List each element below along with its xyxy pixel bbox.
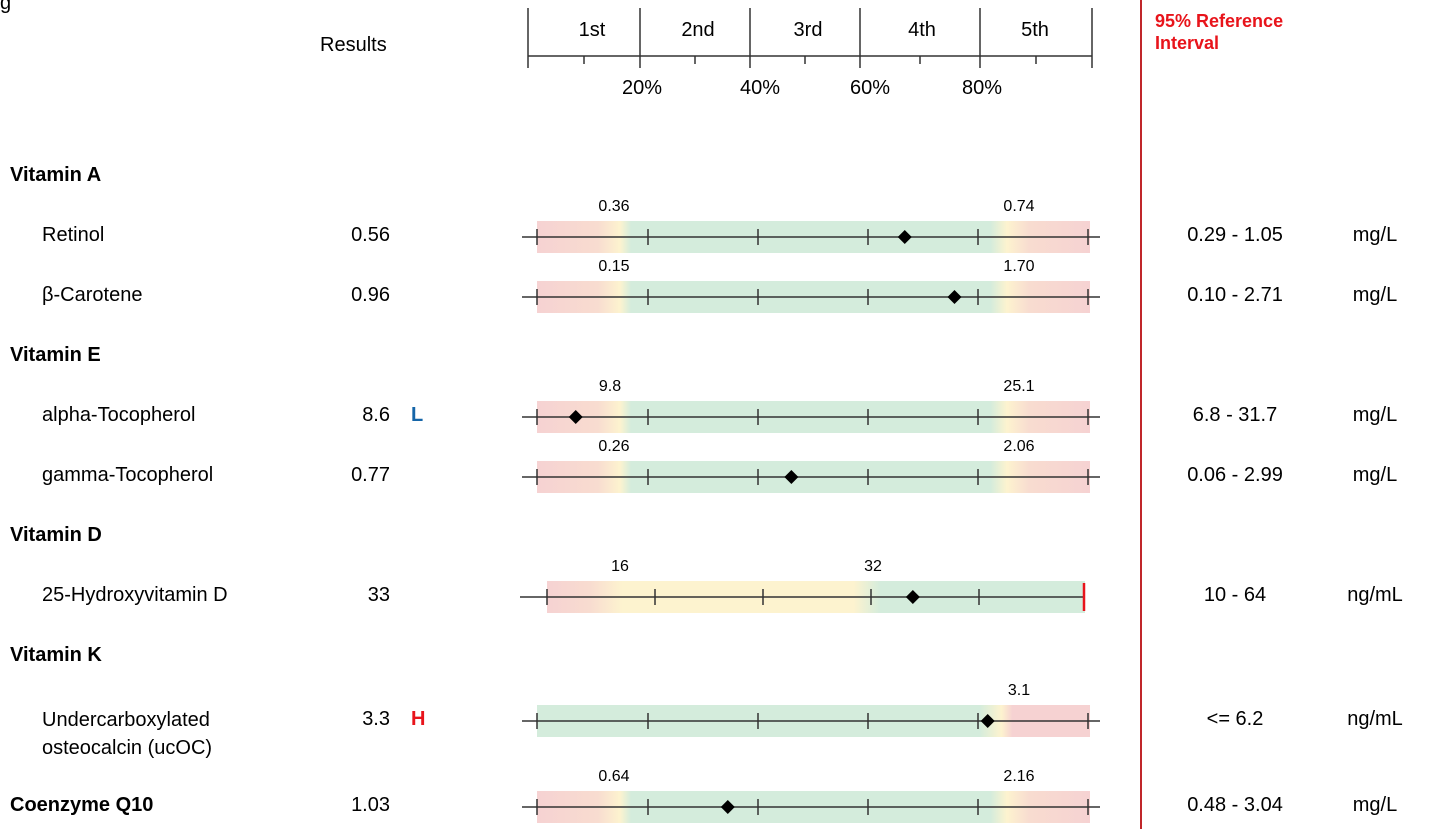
row-result: 3.3 xyxy=(362,708,390,730)
result-marker xyxy=(897,230,912,244)
section-vitamin-a: Vitamin A xyxy=(10,164,102,186)
row-name: Retinol xyxy=(42,224,105,246)
range-bars: 0.36 0.74 0.15 1.70 9.8 25.1 0.26 2.06 16 32 3.1 0.… xyxy=(520,198,1100,823)
row-reference-interval: 0.06 - 2.99 xyxy=(1187,464,1283,486)
range-high-label: 25.1 xyxy=(1003,378,1034,395)
result-marker xyxy=(568,410,583,424)
row-unit: mg/L xyxy=(1352,284,1398,306)
quintile-scale: 1st 2nd 3rd 4th 5th 20% 40% 60% 80% xyxy=(527,8,1093,99)
row-result: 0.56 xyxy=(351,224,390,246)
row-reference-interval: 0.48 - 3.04 xyxy=(1187,794,1283,816)
low-flag: L xyxy=(411,404,424,426)
row-name: gamma-Tocopherol xyxy=(42,464,214,486)
percent-label-20: 20% xyxy=(622,77,662,99)
range-low-label: 9.8 xyxy=(599,378,621,395)
row-unit: ng/mL xyxy=(1347,584,1403,606)
quintile-label-5: 5th xyxy=(1021,19,1049,41)
section-vitamin-e: Vitamin E xyxy=(10,344,101,366)
range-low-label: 0.64 xyxy=(598,768,629,785)
range-high-label: 0.74 xyxy=(1003,198,1034,215)
quintile-label-4: 4th xyxy=(908,19,936,41)
percent-label-60: 60% xyxy=(850,77,890,99)
reference-divider xyxy=(1140,0,1142,829)
row-reference-interval: <= 6.2 xyxy=(1206,708,1264,730)
range-low-label: 16 xyxy=(611,558,629,575)
row-name: Undercarboxylated osteocalcin (ucOC) xyxy=(42,709,213,759)
row-name: 25-Hydroxyvitamin D xyxy=(42,584,228,606)
row-name: β-Carotene xyxy=(42,284,143,306)
section-vitamin-d: Vitamin D xyxy=(10,524,102,546)
result-marker xyxy=(720,800,735,814)
top-fragment: g xyxy=(0,0,12,14)
range-low-label: 0.26 xyxy=(598,438,629,455)
row-name: Coenzyme Q10 xyxy=(10,794,154,816)
quintile-label-3: 3rd xyxy=(794,19,823,41)
row-unit: mg/L xyxy=(1352,464,1398,486)
row-reference-interval: 0.10 - 2.71 xyxy=(1187,284,1283,306)
row-result: 0.96 xyxy=(351,284,390,306)
quintile-label-2: 2nd xyxy=(681,19,714,41)
range-high-label: 32 xyxy=(864,558,882,575)
row-result: 8.6 xyxy=(362,404,390,426)
row-name: alpha-Tocopherol xyxy=(42,404,196,426)
row-result: 1.03 xyxy=(351,794,390,816)
result-marker xyxy=(784,470,799,484)
result-marker xyxy=(980,714,995,728)
row-result: 33 xyxy=(367,584,390,606)
quintile-label-1: 1st xyxy=(579,19,606,41)
row-reference-interval: 0.29 - 1.05 xyxy=(1187,224,1283,246)
range-high-label: 2.06 xyxy=(1003,438,1034,455)
row-unit: ng/mL xyxy=(1347,708,1403,730)
percent-label-40: 40% xyxy=(740,77,780,99)
results-header: Results xyxy=(320,34,387,56)
row-reference-interval: 6.8 - 31.7 xyxy=(1192,404,1278,426)
row-unit: mg/L xyxy=(1352,794,1398,816)
row-unit: mg/L xyxy=(1352,224,1398,246)
range-high-label: 1.70 xyxy=(1003,258,1034,275)
result-marker xyxy=(947,290,962,304)
high-flag: H xyxy=(411,708,426,730)
percent-label-80: 80% xyxy=(962,77,1002,99)
row-unit: mg/L xyxy=(1352,404,1398,426)
row-reference-interval: 10 - 64 xyxy=(1203,584,1267,606)
range-low-label: 0.36 xyxy=(598,198,629,215)
range-high-label: 2.16 xyxy=(1003,768,1034,785)
reference-interval-header: 95% Reference Interval xyxy=(1155,11,1284,53)
section-vitamin-k: Vitamin K xyxy=(10,644,102,666)
range-low-label: 0.15 xyxy=(598,258,629,275)
range-high-label: 3.1 xyxy=(1008,682,1030,699)
row-result: 0.77 xyxy=(351,464,390,486)
result-marker xyxy=(905,590,920,604)
